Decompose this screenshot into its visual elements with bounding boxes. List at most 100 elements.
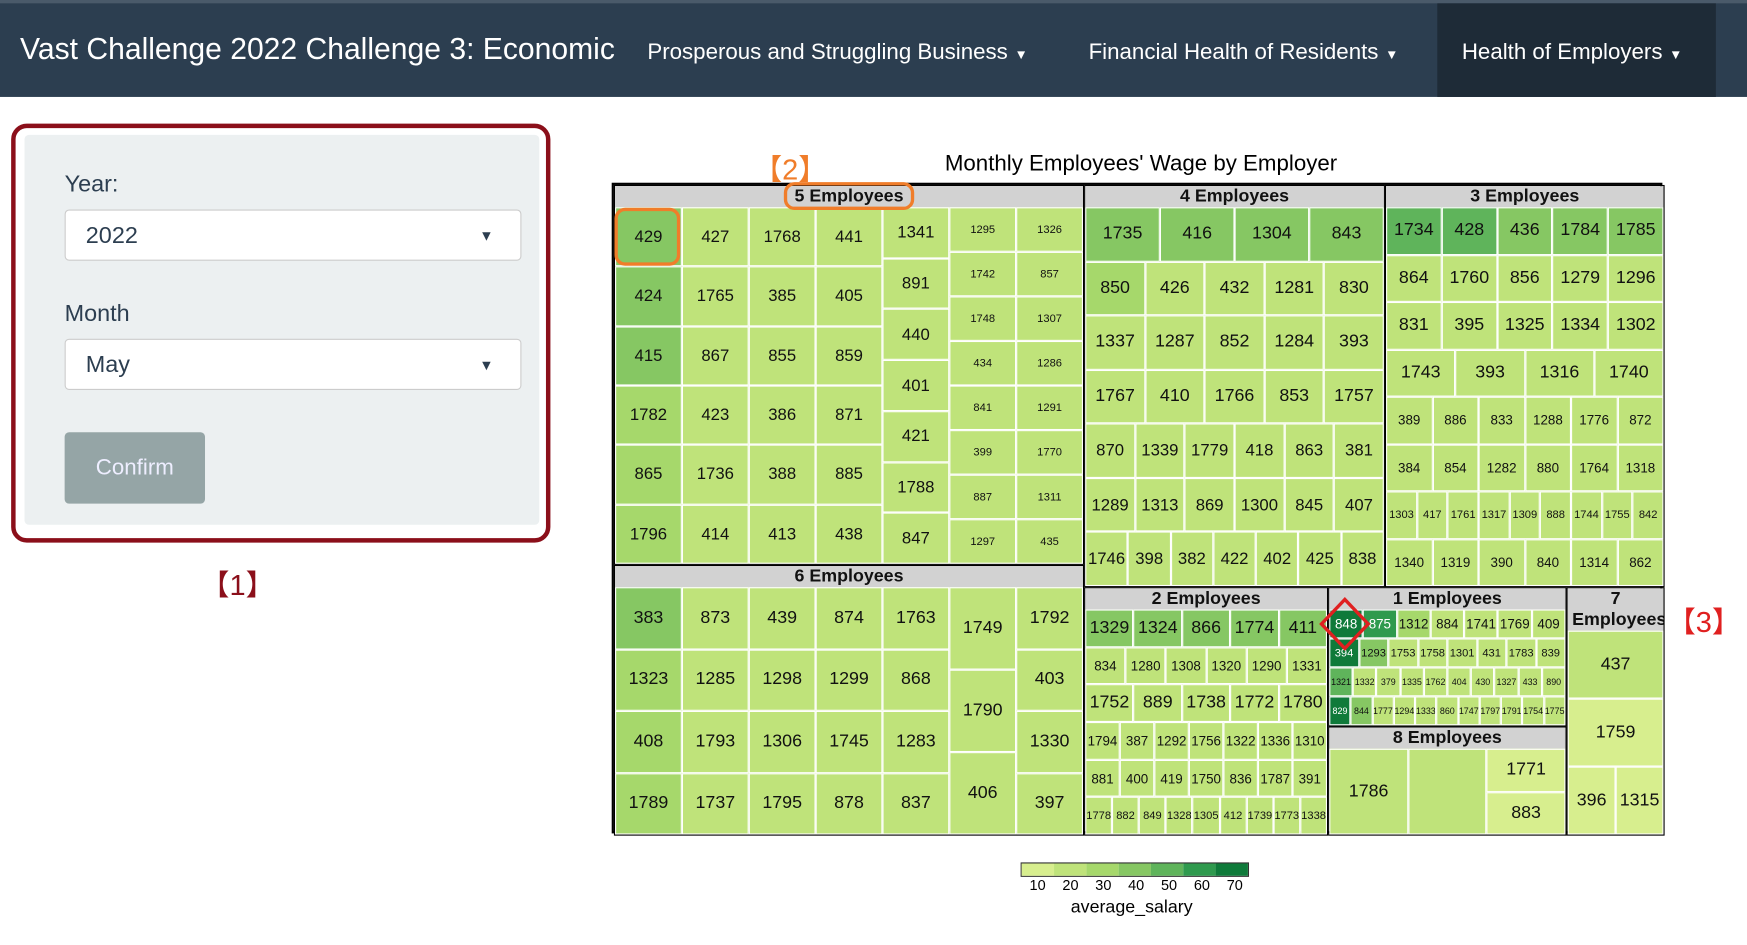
treemap-cell-390[interactable]: 390 xyxy=(1478,538,1525,587)
treemap-cell-1796[interactable]: 1796 xyxy=(615,504,682,564)
treemap-cell-405[interactable]: 405 xyxy=(815,266,883,327)
treemap-cell-1331[interactable]: 1331 xyxy=(1286,646,1328,685)
treemap-cell-1281[interactable]: 1281 xyxy=(1264,261,1325,316)
treemap-cell-1309[interactable]: 1309 xyxy=(1509,491,1541,539)
treemap-cell-840[interactable]: 840 xyxy=(1524,538,1572,587)
treemap-cell-1734[interactable]: 1734 xyxy=(1386,207,1442,255)
treemap-cell-1735[interactable]: 1735 xyxy=(1085,207,1160,262)
treemap-cell-1307[interactable]: 1307 xyxy=(1016,296,1084,341)
treemap-cell-878[interactable]: 878 xyxy=(815,772,883,835)
treemap-cell-426[interactable]: 426 xyxy=(1144,261,1205,316)
treemap-cell-889[interactable]: 889 xyxy=(1133,684,1182,723)
treemap-cell-397[interactable]: 397 xyxy=(1016,772,1084,835)
treemap-cell-389[interactable]: 389 xyxy=(1386,396,1433,445)
treemap-cell-847[interactable]: 847 xyxy=(882,512,950,564)
treemap-cell-1759[interactable]: 1759 xyxy=(1567,698,1664,767)
treemap-cell-1341[interactable]: 1341 xyxy=(882,207,950,259)
treemap-cell-410[interactable]: 410 xyxy=(1144,369,1205,424)
treemap-cell-1737[interactable]: 1737 xyxy=(681,772,749,835)
treemap-cell-855[interactable]: 855 xyxy=(748,326,816,386)
treemap-cell-393[interactable]: 393 xyxy=(1324,315,1384,370)
treemap-cell-436[interactable]: 436 xyxy=(1497,207,1553,255)
treemap-cell-1753[interactable]: 1753 xyxy=(1388,638,1418,668)
treemap-cell-1323[interactable]: 1323 xyxy=(615,649,682,711)
treemap-cell-1761[interactable]: 1761 xyxy=(1447,491,1479,539)
treemap-cell-393[interactable]: 393 xyxy=(1455,349,1525,397)
treemap-cell-833[interactable]: 833 xyxy=(1478,396,1525,445)
treemap-cell-1775[interactable]: 1775 xyxy=(1543,696,1566,726)
treemap-cell-1764[interactable]: 1764 xyxy=(1571,444,1618,492)
treemap-cell-1772[interactable]: 1772 xyxy=(1230,684,1279,723)
treemap-cell-1321[interactable]: 1321 xyxy=(1329,667,1353,697)
treemap-cell-1763[interactable]: 1763 xyxy=(882,587,950,650)
treemap-cell-1293[interactable]: 1293 xyxy=(1358,638,1389,668)
treemap-cell-853[interactable]: 853 xyxy=(1264,369,1325,424)
treemap-cell-1324[interactable]: 1324 xyxy=(1133,609,1182,647)
treemap-cell-1762[interactable]: 1762 xyxy=(1423,667,1448,697)
treemap-cell-1777[interactable]: 1777 xyxy=(1372,696,1394,726)
treemap-cell-1301[interactable]: 1301 xyxy=(1447,638,1477,668)
treemap-cell-881[interactable]: 881 xyxy=(1085,759,1120,798)
treemap-cell-434[interactable]: 434 xyxy=(949,340,1017,386)
treemap-cell-837[interactable]: 837 xyxy=(882,772,950,835)
treemap-cell-1747[interactable]: 1747 xyxy=(1458,696,1480,726)
treemap-cell-404[interactable]: 404 xyxy=(1447,667,1471,697)
treemap-cell-1316[interactable]: 1316 xyxy=(1524,349,1595,397)
treemap-cell-1757[interactable]: 1757 xyxy=(1324,369,1384,424)
treemap-cell-1782[interactable]: 1782 xyxy=(615,385,682,445)
treemap-cell-1286[interactable]: 1286 xyxy=(1016,340,1084,386)
treemap-cell-1282[interactable]: 1282 xyxy=(1478,444,1525,492)
treemap-cell-398[interactable]: 398 xyxy=(1127,531,1171,587)
treemap-cell-1743[interactable]: 1743 xyxy=(1386,349,1456,397)
treemap-cell-838[interactable]: 838 xyxy=(1341,531,1384,587)
treemap-cell-403[interactable]: 403 xyxy=(1016,649,1084,711)
treemap-cell-1279[interactable]: 1279 xyxy=(1552,254,1608,302)
treemap-cell-890[interactable]: 890 xyxy=(1541,667,1566,697)
treemap-cell-860[interactable]: 860 xyxy=(1436,696,1459,726)
treemap-cell-400[interactable]: 400 xyxy=(1119,759,1155,798)
treemap-cell-1290[interactable]: 1290 xyxy=(1246,646,1287,685)
treemap-cell-418[interactable]: 418 xyxy=(1234,423,1285,478)
treemap-cell-381[interactable]: 381 xyxy=(1334,423,1384,478)
treemap-cell-1317[interactable]: 1317 xyxy=(1478,491,1510,539)
treemap-cell-391[interactable]: 391 xyxy=(1292,759,1328,798)
treemap-cell-blank[interactable] xyxy=(1407,748,1487,835)
treemap-cell-1334[interactable]: 1334 xyxy=(1552,301,1608,350)
treemap-cell-1295[interactable]: 1295 xyxy=(949,207,1017,252)
treemap-cell-1310[interactable]: 1310 xyxy=(1292,722,1328,760)
treemap-cell-886[interactable]: 886 xyxy=(1432,396,1479,445)
treemap-cell-1755[interactable]: 1755 xyxy=(1601,491,1633,539)
treemap-cell-1779[interactable]: 1779 xyxy=(1184,423,1235,478)
treemap-cell-1768[interactable]: 1768 xyxy=(748,207,816,267)
treemap-cell-1795[interactable]: 1795 xyxy=(748,772,816,835)
treemap-cell-1306[interactable]: 1306 xyxy=(748,710,816,773)
treemap-cell-871[interactable]: 871 xyxy=(815,385,883,445)
treemap-cell-1335[interactable]: 1335 xyxy=(1400,667,1424,697)
treemap-cell-1308[interactable]: 1308 xyxy=(1165,646,1207,685)
treemap-cell-438[interactable]: 438 xyxy=(815,504,883,564)
treemap-cell-1340[interactable]: 1340 xyxy=(1386,538,1433,587)
treemap-cell-1787[interactable]: 1787 xyxy=(1257,759,1293,798)
treemap-cell-857[interactable]: 857 xyxy=(1016,251,1084,297)
treemap-cell-1791[interactable]: 1791 xyxy=(1500,696,1523,726)
treemap-cell-408[interactable]: 408 xyxy=(615,710,682,773)
treemap-cell-424[interactable]: 424 xyxy=(615,266,682,327)
treemap-cell-399[interactable]: 399 xyxy=(949,430,1017,475)
treemap-cell-1298[interactable]: 1298 xyxy=(748,649,816,711)
treemap-cell-1325[interactable]: 1325 xyxy=(1497,301,1553,350)
month-select[interactable]: May ▼ xyxy=(64,338,522,390)
treemap-cell-433[interactable]: 433 xyxy=(1518,667,1542,697)
treemap-cell-1297[interactable]: 1297 xyxy=(949,519,1017,564)
treemap-cell-841[interactable]: 841 xyxy=(949,385,1017,431)
treemap-cell-854[interactable]: 854 xyxy=(1432,444,1479,492)
treemap-cell-1788[interactable]: 1788 xyxy=(882,461,950,513)
treemap-cell-1332[interactable]: 1332 xyxy=(1352,667,1377,697)
treemap-cell-1738[interactable]: 1738 xyxy=(1181,684,1231,723)
treemap-cell-1288[interactable]: 1288 xyxy=(1524,396,1572,445)
menu-health-employers[interactable]: Health of Employers ▼ xyxy=(1437,3,1716,97)
treemap-cell-843[interactable]: 843 xyxy=(1309,207,1384,262)
treemap-cell-849[interactable]: 849 xyxy=(1138,797,1166,835)
treemap-cell-441[interactable]: 441 xyxy=(815,207,883,267)
treemap-cell-1292[interactable]: 1292 xyxy=(1154,722,1189,760)
treemap-cell-883[interactable]: 883 xyxy=(1486,791,1566,835)
